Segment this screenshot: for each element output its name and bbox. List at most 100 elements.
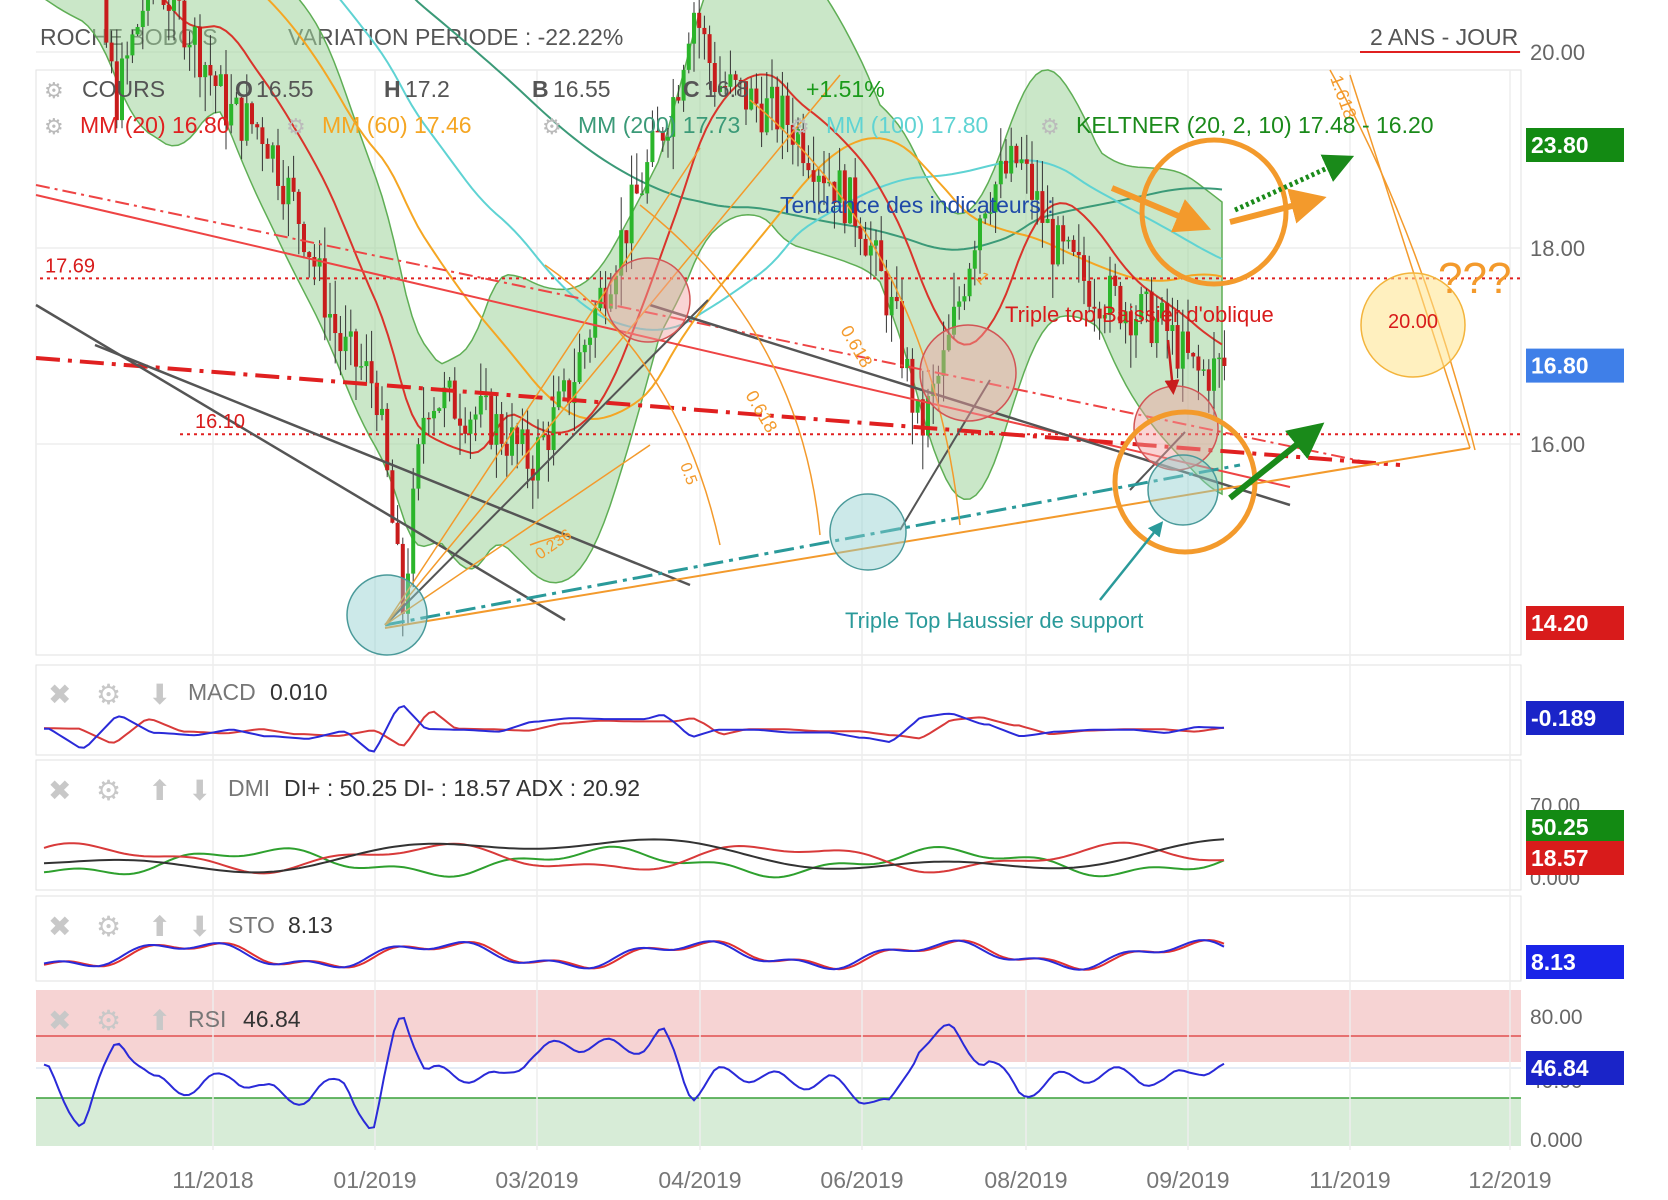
gear-icon[interactable]: ⚙ xyxy=(790,114,810,139)
trend-circle-orange xyxy=(1139,137,1289,287)
candle xyxy=(1134,319,1138,336)
dmi-badge-bottom-bg xyxy=(1526,841,1624,875)
fib-label-05: 0.5 xyxy=(676,461,700,488)
candle xyxy=(790,124,795,145)
candle xyxy=(172,0,176,11)
candle xyxy=(666,136,670,141)
candle xyxy=(754,88,759,104)
trendline-gray-3 xyxy=(649,303,1291,507)
candle xyxy=(260,127,265,145)
candle xyxy=(645,162,650,194)
candle xyxy=(239,97,244,141)
close-icon[interactable]: ✖ xyxy=(48,911,71,942)
x-tick-label: 03/2019 xyxy=(495,1167,578,1193)
candle xyxy=(1076,251,1081,256)
candle xyxy=(270,145,275,159)
candle xyxy=(723,85,728,88)
candle xyxy=(827,181,832,184)
candle xyxy=(198,26,202,78)
gear-icon[interactable]: ⚙ xyxy=(96,775,121,806)
gear-icon[interactable]: ⚙ xyxy=(96,679,121,710)
candle xyxy=(452,380,457,419)
arrow-down-icon[interactable]: ⬇ xyxy=(188,911,211,942)
candle xyxy=(707,34,712,64)
candle xyxy=(1082,255,1086,281)
candle xyxy=(135,27,140,35)
x-tick-label: 11/2018 xyxy=(172,1167,253,1193)
close-icon[interactable]: ✖ xyxy=(48,679,71,710)
gear-icon[interactable]: ⚙ xyxy=(44,78,64,103)
candle xyxy=(1217,357,1222,360)
candle xyxy=(1144,291,1149,295)
close-value: 16.8 xyxy=(704,76,749,102)
x-tick-label: 04/2019 xyxy=(658,1167,741,1193)
open-value: 16.55 xyxy=(256,76,314,102)
close-icon[interactable]: ✖ xyxy=(48,775,71,806)
rsi-value: 46.84 xyxy=(243,1006,301,1032)
candle xyxy=(728,74,733,87)
arrow-down-icon[interactable]: ⬇ xyxy=(148,679,171,710)
open-label: O xyxy=(235,76,253,102)
candle xyxy=(146,0,150,11)
candle xyxy=(546,434,551,451)
candle xyxy=(624,230,629,244)
candle xyxy=(1222,357,1227,366)
candle xyxy=(213,75,218,86)
arrow-down-icon[interactable]: ⬇ xyxy=(188,775,211,806)
gear-icon[interactable]: ⚙ xyxy=(96,1005,121,1036)
gear-icon[interactable]: ⚙ xyxy=(1040,114,1060,139)
candle xyxy=(884,271,889,316)
candle xyxy=(426,417,431,420)
candle xyxy=(738,79,743,82)
candle xyxy=(302,223,306,253)
bottom-circle-3 xyxy=(1147,454,1219,526)
candle xyxy=(1186,331,1190,353)
candle xyxy=(1118,285,1123,324)
candle xyxy=(868,245,873,256)
target-value-label: 20.00 xyxy=(1388,311,1438,333)
candle xyxy=(676,97,681,101)
x-tick-label: 01/2019 xyxy=(333,1167,416,1193)
high-label: H xyxy=(384,76,401,102)
candle xyxy=(926,396,930,436)
di-plus-line xyxy=(43,845,1225,879)
x-tick-label: 12/2019 xyxy=(1468,1167,1551,1193)
dmi-badge-top-bg xyxy=(1526,810,1624,844)
dmi-values: DI+ : 50.25 DI- : 18.57 ADX : 20.92 xyxy=(284,775,640,801)
gear-icon[interactable]: ⚙ xyxy=(44,114,64,139)
candle xyxy=(567,380,572,404)
price-badges: 23.80 16.80 14.20 xyxy=(1526,128,1624,640)
macd-signal-line xyxy=(43,710,1225,747)
gear-icon[interactable]: ⚙ xyxy=(286,114,306,139)
period-label[interactable]: 2 ANS - JOUR xyxy=(1370,24,1519,50)
price-badge-current-bg xyxy=(1526,348,1624,383)
candle xyxy=(328,313,332,318)
candle xyxy=(255,124,260,128)
candle xyxy=(406,573,410,614)
candle xyxy=(634,184,639,194)
candle xyxy=(775,86,780,130)
bottom-circle-2 xyxy=(829,493,907,571)
candle xyxy=(458,418,462,426)
arrow-up-icon[interactable]: ⬆ xyxy=(148,775,171,806)
close-icon[interactable]: ✖ xyxy=(48,1005,71,1036)
arrow-up-icon[interactable]: ⬆ xyxy=(148,911,171,942)
gear-icon[interactable]: ⚙ xyxy=(542,114,562,139)
arrow-up-icon[interactable]: ⬆ xyxy=(148,1005,171,1036)
candle xyxy=(416,444,421,489)
low-label: B xyxy=(532,76,549,102)
x-tick-label: 11/2019 xyxy=(1309,1167,1390,1193)
dmi-badge-top: 50.25 xyxy=(1531,814,1589,840)
candle xyxy=(863,238,868,256)
candle xyxy=(1030,163,1034,200)
candle xyxy=(104,0,109,43)
fib-fan-line-2 xyxy=(384,74,841,626)
candle xyxy=(660,131,665,141)
trendline-gray-rise-1 xyxy=(384,299,709,626)
gear-icon[interactable]: ⚙ xyxy=(96,911,121,942)
candle xyxy=(182,0,187,48)
candle xyxy=(681,69,686,101)
candle xyxy=(1102,315,1107,319)
candle xyxy=(130,34,135,56)
